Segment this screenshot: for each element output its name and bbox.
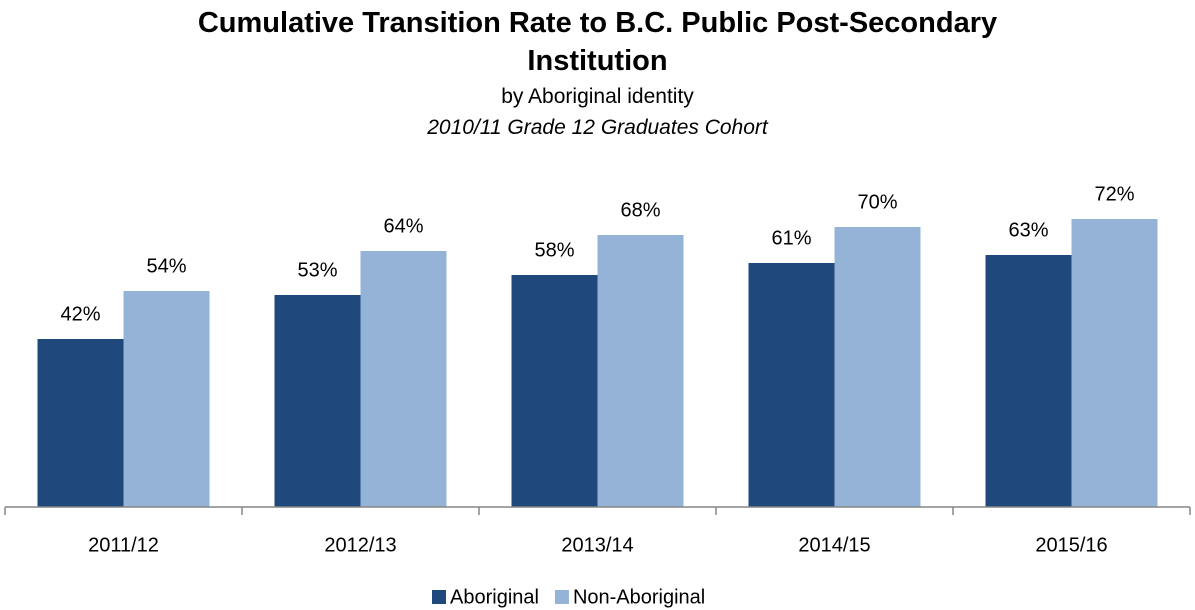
x-tick-label: 2012/13 <box>324 534 396 556</box>
x-tick-label: 2013/14 <box>561 534 633 556</box>
bar <box>511 275 598 507</box>
data-label: 42% <box>60 303 100 325</box>
chart-annotation: 2010/11 Grade 12 Graduates Cohort <box>427 116 768 139</box>
x-tick-label: 2011/12 <box>88 534 159 556</box>
bar <box>748 263 835 507</box>
chart-subtitle: by Aboriginal identity <box>501 85 694 108</box>
data-label: 53% <box>297 259 337 281</box>
bar <box>37 339 124 507</box>
bar <box>274 295 361 507</box>
data-label: 64% <box>383 215 423 237</box>
data-label: 70% <box>857 191 897 213</box>
legend-swatch <box>554 590 569 604</box>
data-label: 63% <box>1008 219 1048 241</box>
bar <box>1071 219 1158 507</box>
x-tick-label: 2014/15 <box>798 534 870 556</box>
bar <box>123 291 210 507</box>
bar <box>834 227 921 507</box>
legend-label: Non-Aboriginal <box>573 586 705 608</box>
header: Cumulative Transition Rate to B.C. Publi… <box>0 0 1195 144</box>
data-label: 54% <box>146 255 186 277</box>
data-label: 58% <box>534 239 574 261</box>
bar <box>985 255 1072 507</box>
chart-title: Cumulative Transition Rate to B.C. Publi… <box>197 7 998 77</box>
x-tick-label: 2015/16 <box>1035 534 1107 556</box>
legend-swatch <box>432 590 446 604</box>
data-label: 72% <box>1094 183 1134 205</box>
data-label: 68% <box>620 199 660 221</box>
bar <box>360 251 447 507</box>
bar <box>597 235 684 507</box>
legend-label: Aboriginal <box>450 586 539 608</box>
data-label: 61% <box>771 227 811 249</box>
